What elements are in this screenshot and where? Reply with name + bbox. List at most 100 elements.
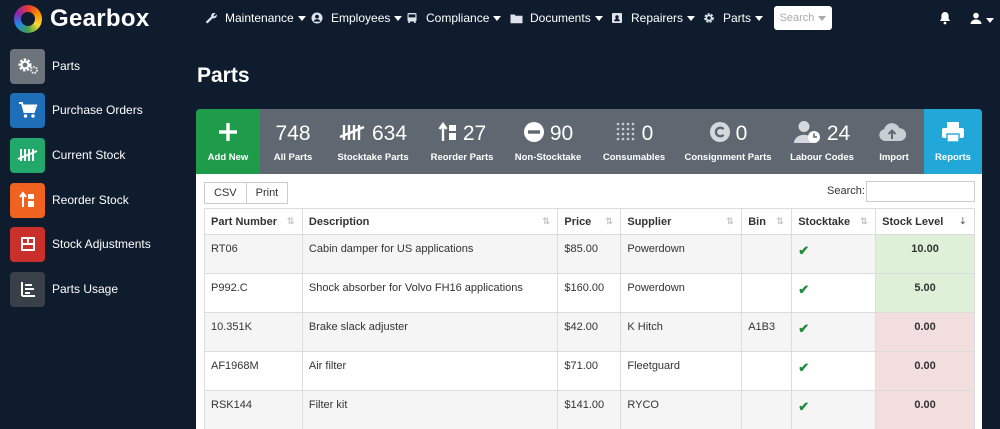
reports-button[interactable]: Reports [924,109,982,174]
caret-down-icon [594,15,603,21]
stocktake-parts-button[interactable]: 634 Stocktake Parts [337,109,409,174]
cell-supplier: RYCO [620,390,743,429]
sort-icon: ⇅ [776,216,784,226]
reorder-icon [438,121,458,148]
column-header-bin[interactable]: Bin ⇅ [741,208,793,235]
user-icon [970,11,982,29]
stat-count: 0 [641,122,654,145]
header-label: Part Number [211,215,278,228]
cell-description: Shock absorber for Volvo FH16 applicatio… [301,273,559,313]
printer-icon [941,121,965,148]
column-header-stocktake[interactable]: Stocktake ⇅ [791,208,877,235]
labour-codes-button[interactable]: 24 Labour Codes [790,109,854,174]
sidebar-item-parts-usage[interactable]: Parts Usage [10,271,180,307]
nav-compliance[interactable]: Compliance [405,11,502,25]
cell-bin [741,390,793,429]
sidebar-item-label: Parts [52,59,81,73]
sort-icon: ⇅ [860,216,868,226]
cell-price: $85.00 [557,234,622,274]
column-header-stock-level[interactable]: Stock Level ⇣ [875,208,975,235]
cell-stocktake: ✔ [791,312,877,352]
sort-icon: ⇅ [726,216,734,226]
print-button[interactable]: Print [246,182,289,204]
all-parts-button[interactable]: 748 All Parts [272,109,314,174]
table-row[interactable]: RSK144 Filter kit $141.00 RYCO ✔ 0.00 [204,390,975,429]
import-button[interactable]: Import [874,109,914,174]
add-new-button[interactable]: Add New [196,109,260,174]
caret-down-icon [687,15,696,21]
reorder-parts-button[interactable]: 27 Reorder Parts [431,109,493,174]
sort-icon: ⇅ [542,216,550,226]
stat-label: Import [879,152,909,163]
column-header-description[interactable]: Description ⇅ [301,208,559,235]
sidebar-item-label: Reorder Stock [52,193,129,207]
cell-description: Cabin damper for US applications [301,234,559,274]
nav-documents[interactable]: Documents [509,11,603,25]
consignment-parts-button[interactable]: 0 Consignment Parts [684,109,772,174]
header-label: Price [564,215,592,228]
stat-label: Non-Stocktake [514,152,582,163]
nav-employees[interactable]: Employees [310,11,403,25]
search-label: Search [779,12,815,24]
column-header-price[interactable]: Price ⇅ [557,208,622,235]
table-row[interactable]: AF1968M Air filter $71.00 Fleetguard ✔ 0… [204,351,975,391]
gear-icon [702,11,716,25]
reorder-icon [10,182,45,218]
column-header-supplier[interactable]: Supplier ⇅ [620,208,743,235]
cell-description: Air filter [301,351,559,391]
cell-stock-level: 0.00 [875,312,975,352]
sidebar-item-current-stock[interactable]: Current Stock [10,137,180,173]
adjust-icon [10,226,45,262]
cell-part-number: 10.351K [204,312,303,352]
consumables-button[interactable]: 0 Consumables [602,109,666,174]
nav-maintenance[interactable]: Maintenance [204,11,306,25]
page-title: Parts [197,64,250,87]
table-row[interactable]: RT06 Cabin damper for US applications $8… [204,234,975,274]
global-search-button[interactable]: Search [774,6,832,30]
user-menu[interactable] [970,11,994,29]
caret-down-icon [394,15,403,21]
stat-label: Labour Codes [790,152,854,163]
sidebar-item-parts[interactable]: Parts [10,48,180,84]
stat-count: 24 [826,122,851,145]
cell-supplier: Powerdown [620,273,743,313]
csv-button[interactable]: CSV [204,182,247,204]
sidebar-item-label: Parts Usage [52,282,119,296]
stat-count: 90 [549,122,574,145]
nav-repairers[interactable]: Repairers [610,11,696,25]
table-header-row: Part Number ⇅ Description ⇅ Price ⇅ Supplie… [204,208,975,235]
caret-down-icon [986,17,994,23]
cell-bin [741,351,793,391]
parts-table: Part Number ⇅ Description ⇅ Price ⇅ Supplie… [204,208,975,429]
sidebar-item-stock-adjustments[interactable]: Stock Adjustments [10,226,180,262]
check-icon: ✔ [798,399,810,414]
tally-icon [10,137,45,173]
nav-label: Repairers [631,11,684,25]
cell-stock-level: 0.00 [875,390,975,429]
bell-icon[interactable] [939,11,951,25]
cart-icon [10,92,45,128]
gears-icon [10,48,45,84]
stat-label: All Parts [273,152,313,163]
stat-count: 748 [275,122,311,145]
nav-parts[interactable]: Parts [702,11,764,25]
list-icon [10,271,45,307]
top-navbar: Gearbox Maintenance Employees Compliance… [0,0,1000,38]
app-logo[interactable]: Gearbox [14,5,149,33]
sidebar-item-reorder-stock[interactable]: Reorder Stock [10,182,180,218]
check-icon: ✔ [798,321,810,336]
sidebar-item-purchase-orders[interactable]: Purchase Orders [10,92,180,128]
check-icon: ✔ [798,282,810,297]
non-stocktake-button[interactable]: 90 Non-Stocktake [514,109,582,174]
cell-stocktake: ✔ [791,234,877,274]
table-row[interactable]: P992.C Shock absorber for Volvo FH16 app… [204,273,975,313]
table-search-input[interactable] [866,181,975,202]
plus-icon [218,122,238,147]
column-header-part-number[interactable]: Part Number ⇅ [204,208,303,235]
cell-stock-level: 5.00 [875,273,975,313]
cell-stocktake: ✔ [791,273,877,313]
table-row[interactable]: 10.351K Brake slack adjuster $42.00 K Hi… [204,312,975,352]
cloud-upload-icon [878,122,906,147]
caret-down-icon [493,15,502,21]
dotted-grid-icon [615,121,637,148]
